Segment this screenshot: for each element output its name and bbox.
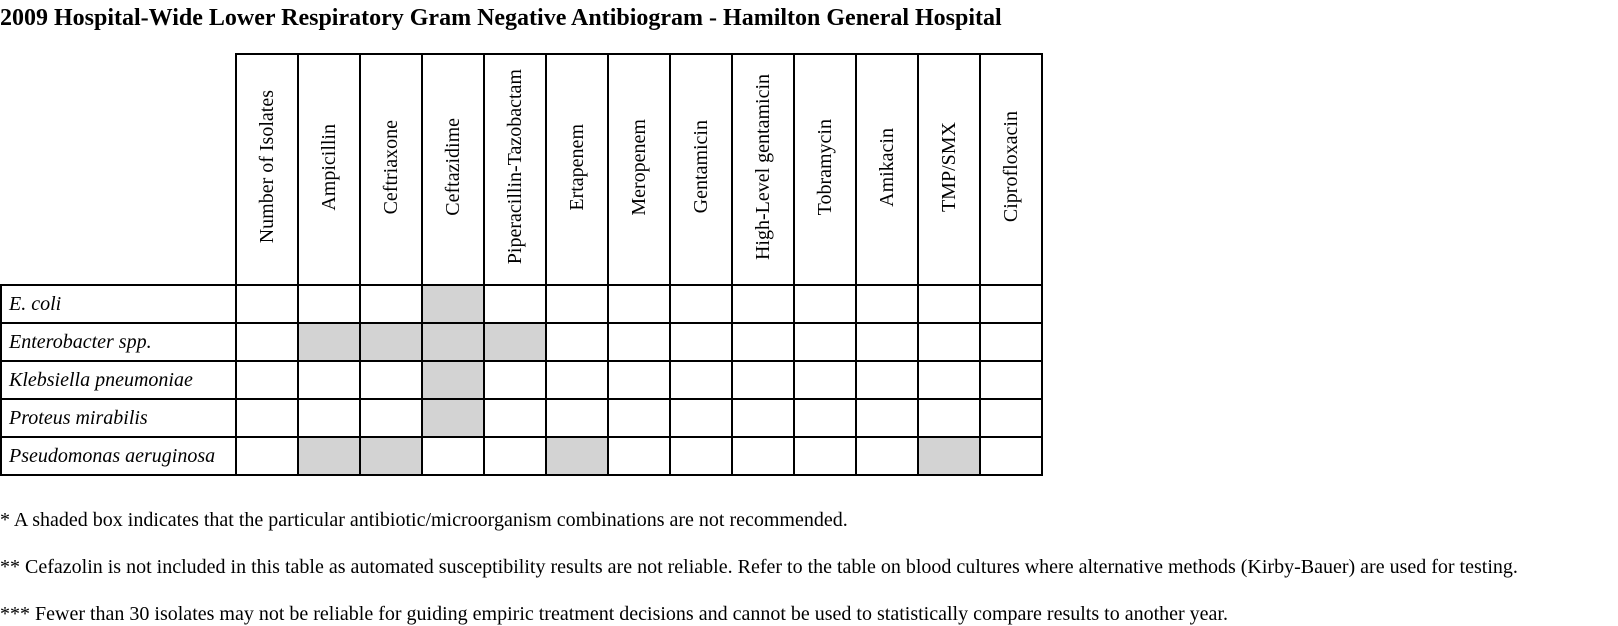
organism-name: Klebsiella pneumoniae xyxy=(0,360,237,400)
table-cell xyxy=(669,284,733,324)
organism-name: Pseudomonas aeruginosa xyxy=(0,436,237,476)
table-cell xyxy=(731,436,795,476)
shaded-cell xyxy=(545,436,609,476)
table-cell xyxy=(979,322,1043,362)
shaded-cell xyxy=(917,436,981,476)
table-cell xyxy=(235,284,299,324)
header-row: Number of Isolates Ampicillin Ceftriaxon… xyxy=(1,53,1043,286)
column-header: Ceftriaxone xyxy=(359,53,423,286)
table-cell xyxy=(855,284,919,324)
table-cell xyxy=(297,360,361,400)
table-row: E. coli xyxy=(0,284,1043,324)
table-cell xyxy=(607,398,671,438)
table-cell xyxy=(669,398,733,438)
shaded-cell xyxy=(421,398,485,438)
table-cell xyxy=(793,436,857,476)
table-cell xyxy=(669,436,733,476)
table-cell xyxy=(545,398,609,438)
column-header: Ciprofloxacin xyxy=(979,53,1043,286)
table-cell xyxy=(731,322,795,362)
shaded-cell xyxy=(359,436,423,476)
shaded-cell xyxy=(421,360,485,400)
organism-name: E. coli xyxy=(0,284,237,324)
table-body: E. coli Enterobacter spp. Klebsiella pneum… xyxy=(0,284,1043,476)
column-header: Meropenem xyxy=(607,53,671,286)
footnote-cefazolin: ** Cefazolin is not included in this tab… xyxy=(0,556,1518,578)
table-cell xyxy=(607,284,671,324)
column-header: TMP/SMX xyxy=(917,53,981,286)
column-header: Number of Isolates xyxy=(235,53,299,286)
table-row: Enterobacter spp. xyxy=(0,322,1043,362)
antibiogram-table: Number of Isolates Ampicillin Ceftriaxon… xyxy=(0,53,1043,476)
table-cell xyxy=(855,398,919,438)
table-cell xyxy=(979,360,1043,400)
table-cell xyxy=(793,398,857,438)
table-cell xyxy=(793,322,857,362)
table-cell xyxy=(979,284,1043,324)
table-cell xyxy=(731,284,795,324)
table-cell xyxy=(979,398,1043,438)
column-header: Tobramycin xyxy=(793,53,857,286)
column-header: Amikacin xyxy=(855,53,919,286)
table-cell xyxy=(607,360,671,400)
table-cell xyxy=(855,436,919,476)
table-cell xyxy=(917,284,981,324)
table-cell xyxy=(669,360,733,400)
table-cell xyxy=(483,284,547,324)
footnote-shading: * A shaded box indicates that the partic… xyxy=(0,509,848,531)
table-cell xyxy=(297,284,361,324)
shaded-cell xyxy=(297,436,361,476)
shaded-cell xyxy=(483,322,547,362)
table-cell xyxy=(979,436,1043,476)
table-cell xyxy=(669,322,733,362)
table-cell xyxy=(917,398,981,438)
table-cell xyxy=(235,436,299,476)
organism-name: Enterobacter spp. xyxy=(0,322,237,362)
table-cell xyxy=(731,398,795,438)
table-cell xyxy=(545,360,609,400)
table-cell xyxy=(731,360,795,400)
table-cell xyxy=(297,398,361,438)
column-header: Piperacillin-Tazobactam xyxy=(483,53,547,286)
corner-cell xyxy=(1,54,237,286)
table-cell xyxy=(359,284,423,324)
table-cell xyxy=(917,322,981,362)
column-header: Ceftazidime xyxy=(421,53,485,286)
shaded-cell xyxy=(297,322,361,362)
table-cell xyxy=(545,284,609,324)
table-cell xyxy=(235,322,299,362)
shaded-cell xyxy=(421,322,485,362)
table-cell xyxy=(483,398,547,438)
table-cell xyxy=(359,398,423,438)
column-header: Ertapenem xyxy=(545,53,609,286)
page-title: 2009 Hospital-Wide Lower Respiratory Gra… xyxy=(0,5,1002,31)
table-cell xyxy=(545,322,609,362)
table-cell xyxy=(483,360,547,400)
footnote-isolates: *** Fewer than 30 isolates may not be re… xyxy=(0,603,1228,625)
organism-name: Proteus mirabilis xyxy=(0,398,237,438)
table-cell xyxy=(917,360,981,400)
table-cell xyxy=(793,360,857,400)
table-cell xyxy=(235,360,299,400)
table-cell xyxy=(483,436,547,476)
column-header: Ampicillin xyxy=(297,53,361,286)
table-cell xyxy=(855,360,919,400)
column-header: Gentamicin xyxy=(669,53,733,286)
table-cell xyxy=(235,398,299,438)
table-cell xyxy=(607,436,671,476)
table-cell xyxy=(607,322,671,362)
table-cell xyxy=(421,436,485,476)
table-cell xyxy=(359,360,423,400)
shaded-cell xyxy=(359,322,423,362)
table-row: Proteus mirabilis xyxy=(0,398,1043,438)
table-cell xyxy=(855,322,919,362)
table-row: Pseudomonas aeruginosa xyxy=(0,436,1043,476)
shaded-cell xyxy=(421,284,485,324)
column-header: High-Level gentamicin xyxy=(731,53,795,286)
table-row: Klebsiella pneumoniae xyxy=(0,360,1043,400)
table-cell xyxy=(793,284,857,324)
